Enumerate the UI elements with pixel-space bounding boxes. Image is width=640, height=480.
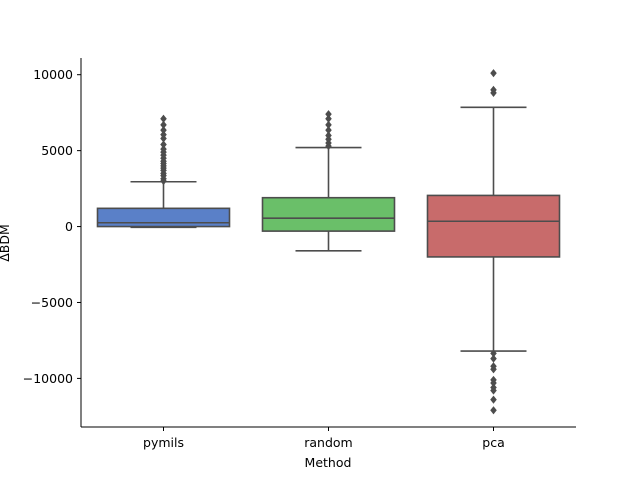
- outlier-point: [490, 85, 497, 94]
- y-tick-label: −5000: [31, 295, 73, 310]
- y-tick-label: 10000: [33, 67, 73, 82]
- outlier-point: [490, 395, 497, 404]
- x-tick-label: pymils: [143, 435, 184, 450]
- outlier-point: [160, 126, 167, 135]
- outlier-point: [490, 69, 497, 78]
- box-random: [261, 196, 396, 232]
- x-tick-label: pca: [482, 435, 504, 450]
- outlier-point: [490, 406, 497, 415]
- x-axis-label: Method: [305, 455, 352, 470]
- box-group-pymils: [96, 114, 231, 229]
- outlier-point: [160, 130, 167, 139]
- y-axis-label: ΔBDM: [0, 224, 12, 262]
- outlier-point: [325, 110, 332, 119]
- box-pca: [426, 194, 561, 258]
- outlier-point: [325, 114, 332, 123]
- box-pymils: [96, 207, 231, 228]
- y-tick-label: 0: [65, 219, 73, 234]
- outlier-point: [160, 120, 167, 129]
- outlier-point: [325, 131, 332, 140]
- outlier-point: [160, 145, 167, 154]
- plot-area: [96, 69, 561, 415]
- outlier-point: [490, 354, 497, 363]
- outlier-point: [490, 386, 497, 395]
- outlier-point: [325, 120, 332, 129]
- y-tick-label: −10000: [23, 371, 73, 386]
- outlier-point: [325, 126, 332, 135]
- x-tick-label: random: [304, 435, 352, 450]
- outlier-point: [160, 140, 167, 149]
- box-group-pca: [426, 69, 561, 415]
- outlier-point: [160, 114, 167, 123]
- y-tick-label: 5000: [41, 143, 73, 158]
- axes: −10000 −5000 0 5000 10000 pymils random pca: [23, 58, 576, 450]
- box-group-random: [261, 110, 396, 252]
- outlier-point: [490, 365, 497, 374]
